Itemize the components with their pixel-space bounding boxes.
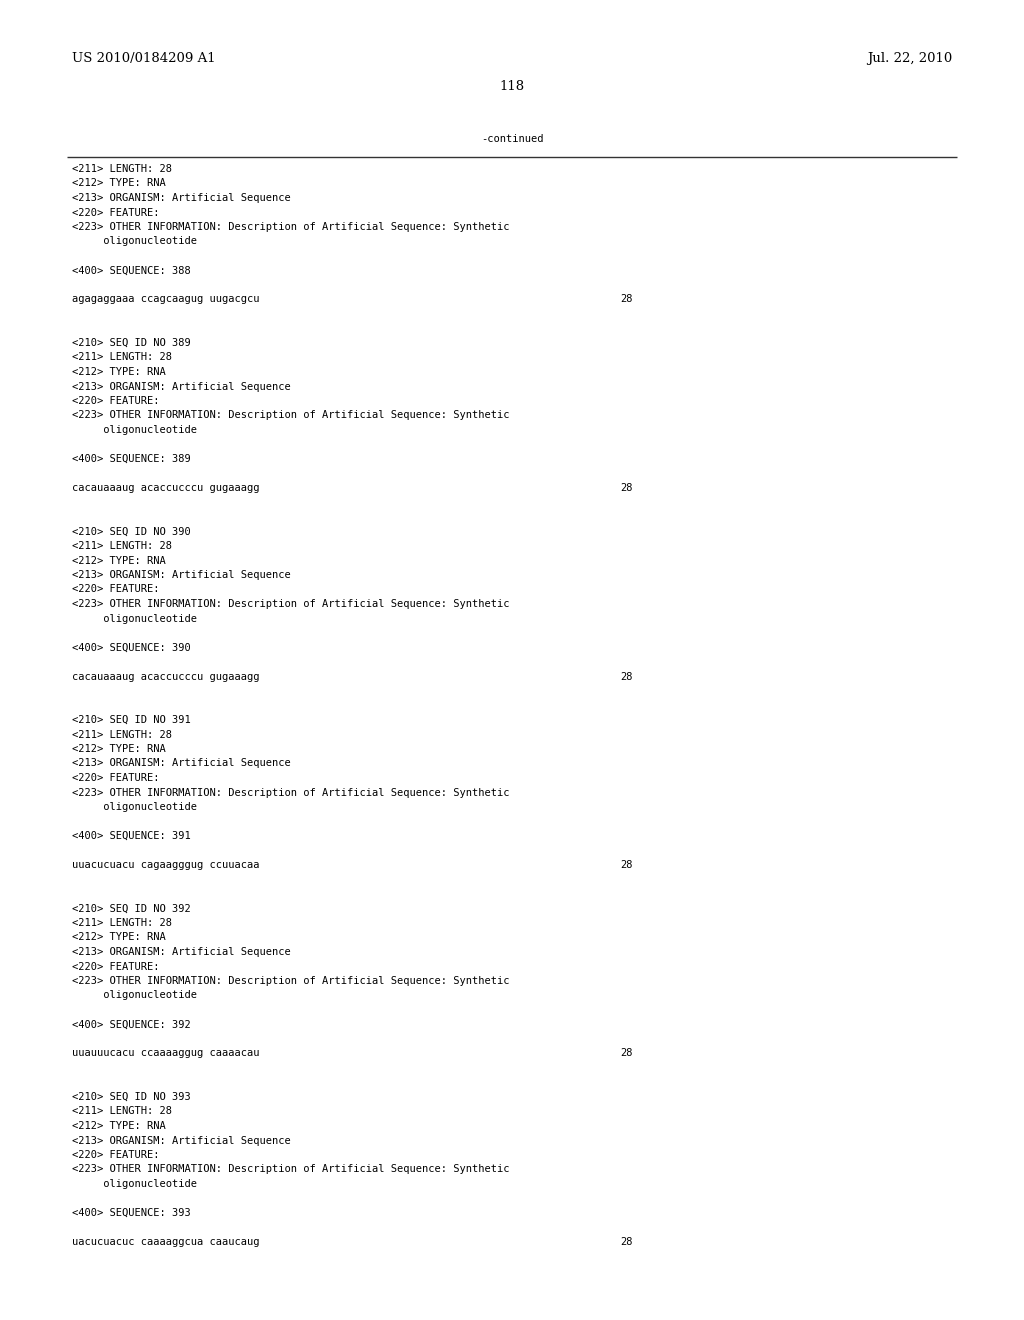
Text: <212> TYPE: RNA: <212> TYPE: RNA <box>72 744 166 754</box>
Text: <223> OTHER INFORMATION: Description of Artificial Sequence: Synthetic: <223> OTHER INFORMATION: Description of … <box>72 599 510 609</box>
Text: <213> ORGANISM: Artificial Sequence: <213> ORGANISM: Artificial Sequence <box>72 193 291 203</box>
Text: 28: 28 <box>620 294 633 305</box>
Text: <223> OTHER INFORMATION: Description of Artificial Sequence: Synthetic: <223> OTHER INFORMATION: Description of … <box>72 788 510 797</box>
Text: <210> SEQ ID NO 391: <210> SEQ ID NO 391 <box>72 715 190 725</box>
Text: <212> TYPE: RNA: <212> TYPE: RNA <box>72 367 166 378</box>
Text: 28: 28 <box>620 672 633 681</box>
Text: 118: 118 <box>500 81 524 92</box>
Text: <213> ORGANISM: Artificial Sequence: <213> ORGANISM: Artificial Sequence <box>72 759 291 768</box>
Text: <223> OTHER INFORMATION: Description of Artificial Sequence: Synthetic: <223> OTHER INFORMATION: Description of … <box>72 222 510 232</box>
Text: <211> LENGTH: 28: <211> LENGTH: 28 <box>72 541 172 550</box>
Text: <223> OTHER INFORMATION: Description of Artificial Sequence: Synthetic: <223> OTHER INFORMATION: Description of … <box>72 411 510 421</box>
Text: oligonucleotide: oligonucleotide <box>72 990 197 1001</box>
Text: oligonucleotide: oligonucleotide <box>72 803 197 812</box>
Text: <400> SEQUENCE: 392: <400> SEQUENCE: 392 <box>72 1019 190 1030</box>
Text: oligonucleotide: oligonucleotide <box>72 614 197 623</box>
Text: 28: 28 <box>620 1237 633 1247</box>
Text: <212> TYPE: RNA: <212> TYPE: RNA <box>72 1121 166 1131</box>
Text: 28: 28 <box>620 1048 633 1059</box>
Text: <400> SEQUENCE: 390: <400> SEQUENCE: 390 <box>72 643 190 652</box>
Text: 28: 28 <box>620 483 633 492</box>
Text: uuacucuacu cagaagggug ccuuacaa: uuacucuacu cagaagggug ccuuacaa <box>72 861 259 870</box>
Text: <223> OTHER INFORMATION: Description of Artificial Sequence: Synthetic: <223> OTHER INFORMATION: Description of … <box>72 975 510 986</box>
Text: agagaggaaa ccagcaagug uugacgcu: agagaggaaa ccagcaagug uugacgcu <box>72 294 259 305</box>
Text: oligonucleotide: oligonucleotide <box>72 236 197 247</box>
Text: <210> SEQ ID NO 392: <210> SEQ ID NO 392 <box>72 903 190 913</box>
Text: <220> FEATURE:: <220> FEATURE: <box>72 396 160 407</box>
Text: cacauaaaug acaccucccu gugaaagg: cacauaaaug acaccucccu gugaaagg <box>72 672 259 681</box>
Text: <212> TYPE: RNA: <212> TYPE: RNA <box>72 932 166 942</box>
Text: 28: 28 <box>620 861 633 870</box>
Text: <210> SEQ ID NO 390: <210> SEQ ID NO 390 <box>72 527 190 536</box>
Text: <210> SEQ ID NO 389: <210> SEQ ID NO 389 <box>72 338 190 348</box>
Text: <210> SEQ ID NO 393: <210> SEQ ID NO 393 <box>72 1092 190 1102</box>
Text: <213> ORGANISM: Artificial Sequence: <213> ORGANISM: Artificial Sequence <box>72 946 291 957</box>
Text: uuauuucacu ccaaaaggug caaaacau: uuauuucacu ccaaaaggug caaaacau <box>72 1048 259 1059</box>
Text: <220> FEATURE:: <220> FEATURE: <box>72 774 160 783</box>
Text: US 2010/0184209 A1: US 2010/0184209 A1 <box>72 51 216 65</box>
Text: <400> SEQUENCE: 393: <400> SEQUENCE: 393 <box>72 1208 190 1218</box>
Text: <212> TYPE: RNA: <212> TYPE: RNA <box>72 178 166 189</box>
Text: <400> SEQUENCE: 388: <400> SEQUENCE: 388 <box>72 265 190 276</box>
Text: <211> LENGTH: 28: <211> LENGTH: 28 <box>72 352 172 363</box>
Text: Jul. 22, 2010: Jul. 22, 2010 <box>866 51 952 65</box>
Text: <212> TYPE: RNA: <212> TYPE: RNA <box>72 556 166 565</box>
Text: <213> ORGANISM: Artificial Sequence: <213> ORGANISM: Artificial Sequence <box>72 1135 291 1146</box>
Text: <400> SEQUENCE: 391: <400> SEQUENCE: 391 <box>72 832 190 841</box>
Text: <211> LENGTH: 28: <211> LENGTH: 28 <box>72 730 172 739</box>
Text: <213> ORGANISM: Artificial Sequence: <213> ORGANISM: Artificial Sequence <box>72 570 291 579</box>
Text: <223> OTHER INFORMATION: Description of Artificial Sequence: Synthetic: <223> OTHER INFORMATION: Description of … <box>72 1164 510 1175</box>
Text: -continued: -continued <box>480 135 544 144</box>
Text: <211> LENGTH: 28: <211> LENGTH: 28 <box>72 1106 172 1117</box>
Text: <211> LENGTH: 28: <211> LENGTH: 28 <box>72 917 172 928</box>
Text: uacucuacuc caaaaggcua caaucaug: uacucuacuc caaaaggcua caaucaug <box>72 1237 259 1247</box>
Text: <220> FEATURE:: <220> FEATURE: <box>72 585 160 594</box>
Text: cacauaaaug acaccucccu gugaaagg: cacauaaaug acaccucccu gugaaagg <box>72 483 259 492</box>
Text: <220> FEATURE:: <220> FEATURE: <box>72 1150 160 1160</box>
Text: <400> SEQUENCE: 389: <400> SEQUENCE: 389 <box>72 454 190 465</box>
Text: oligonucleotide: oligonucleotide <box>72 425 197 436</box>
Text: <213> ORGANISM: Artificial Sequence: <213> ORGANISM: Artificial Sequence <box>72 381 291 392</box>
Text: <220> FEATURE:: <220> FEATURE: <box>72 207 160 218</box>
Text: <220> FEATURE:: <220> FEATURE: <box>72 961 160 972</box>
Text: <211> LENGTH: 28: <211> LENGTH: 28 <box>72 164 172 174</box>
Text: oligonucleotide: oligonucleotide <box>72 1179 197 1189</box>
